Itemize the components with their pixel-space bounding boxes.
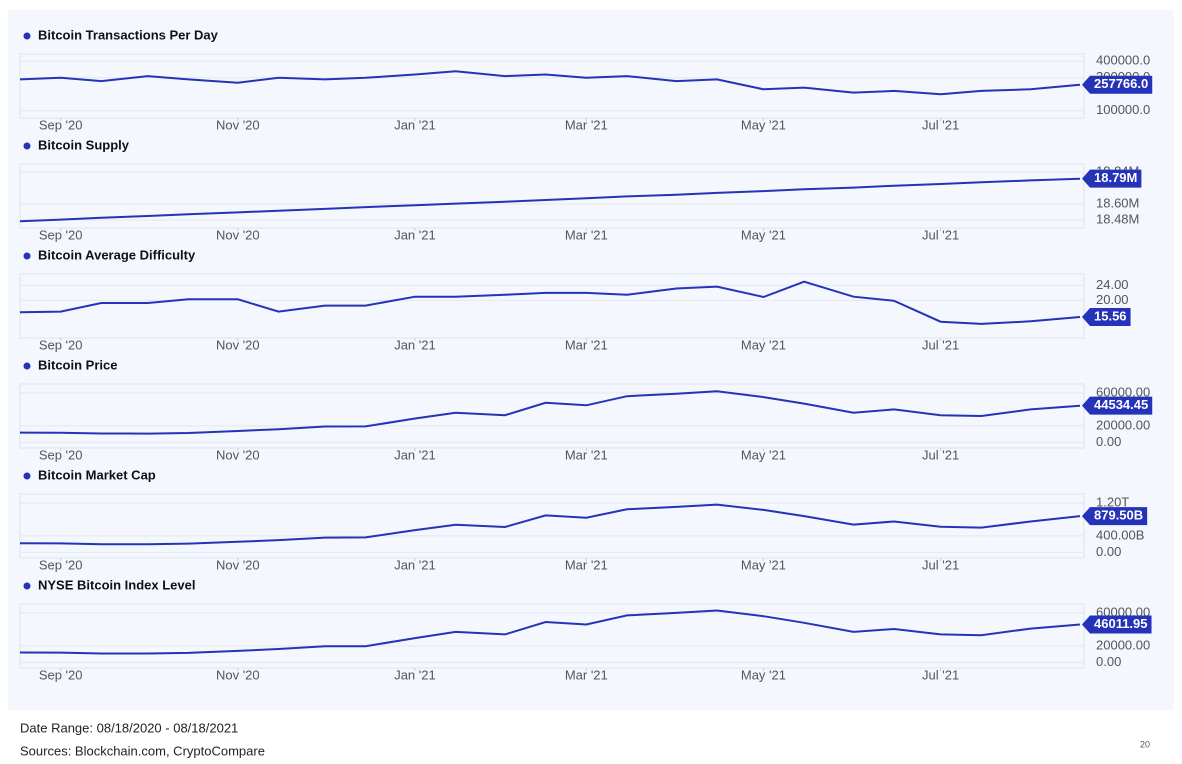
x-tick-label: Jan '21 (394, 117, 436, 132)
data-line (19, 70, 1081, 96)
chart-title: Bitcoin Supply (38, 137, 130, 152)
data-line (19, 609, 1081, 655)
y-tick-label: 20000.00 (1096, 637, 1150, 652)
x-tick-label: Jan '21 (394, 447, 436, 462)
x-tick-label: May '21 (741, 557, 786, 572)
value-badge (1082, 396, 1153, 415)
value-badge (1082, 75, 1153, 94)
chart-title: Bitcoin Transactions Per Day (38, 27, 219, 42)
title-dot (23, 362, 31, 370)
x-tick-label: Nov '20 (216, 667, 260, 682)
title-dot (23, 582, 31, 590)
title-dot (23, 142, 31, 150)
plot-frame (19, 493, 1085, 559)
x-tick-label: Mar '21 (565, 447, 608, 462)
x-tick-label: Nov '20 (216, 337, 260, 352)
y-tick-label: 60000.00 (1096, 384, 1150, 399)
x-tick-label: Jul '21 (922, 337, 959, 352)
x-tick-label: Jul '21 (922, 667, 959, 682)
value-badge-label: 257766.0 (1094, 76, 1148, 91)
title-dot (23, 32, 31, 40)
plot-frame (19, 603, 1085, 669)
x-tick-label: Jan '21 (394, 557, 436, 572)
x-tick-label: Mar '21 (565, 557, 608, 572)
x-tick-label: Mar '21 (565, 667, 608, 682)
x-tick-label: Sep '20 (39, 447, 83, 462)
x-tick-label: Nov '20 (216, 227, 260, 242)
value-badge (1082, 307, 1131, 326)
x-tick-label: Jan '21 (394, 227, 436, 242)
value-badge-label: 879.50B (1094, 508, 1143, 523)
value-badge-label: 15.56 (1094, 308, 1127, 323)
x-tick-label: Mar '21 (565, 227, 608, 242)
plot-frame (19, 383, 1085, 449)
x-tick-label: May '21 (741, 227, 786, 242)
x-tick-label: Sep '20 (39, 117, 83, 132)
x-tick-label: May '21 (741, 337, 786, 352)
x-tick-label: Jan '21 (394, 337, 436, 352)
x-tick-label: Sep '20 (39, 557, 83, 572)
x-tick-label: Jan '21 (394, 667, 436, 682)
chart-title: Bitcoin Average Difficulty (38, 247, 196, 262)
title-dot (23, 252, 31, 260)
value-badge-label: 18.79M (1094, 170, 1137, 185)
x-tick-label: Jul '21 (922, 447, 959, 462)
plot-frame (19, 163, 1085, 229)
x-tick-label: Jul '21 (922, 557, 959, 572)
x-tick-label: Mar '21 (565, 337, 608, 352)
value-badge (1082, 507, 1148, 526)
y-tick-label: 20000.00 (1096, 417, 1150, 432)
y-tick-label: 400.00B (1096, 527, 1144, 542)
x-tick-label: May '21 (741, 667, 786, 682)
data-line (19, 390, 1081, 435)
chart-background (8, 10, 1174, 710)
x-tick-label: Mar '21 (565, 117, 608, 132)
y-tick-label: 1.20T (1096, 494, 1129, 509)
sources: Sources: Blockchain.com, CryptoCompare (20, 743, 265, 758)
y-tick-label: 400000.0 (1096, 53, 1150, 68)
y-tick-label: 20.00 (1096, 292, 1129, 307)
x-tick-label: May '21 (741, 117, 786, 132)
plot-frame (19, 273, 1085, 339)
x-tick-label: May '21 (741, 447, 786, 462)
x-tick-label: Nov '20 (216, 447, 260, 462)
value-badge-label: 44534.45 (1094, 397, 1148, 412)
y-tick-label: 0.00 (1096, 544, 1121, 559)
y-tick-label: 24.00 (1096, 277, 1129, 292)
value-badge (1082, 615, 1152, 634)
chart-title: Bitcoin Price (38, 357, 117, 372)
x-tick-label: Nov '20 (216, 557, 260, 572)
data-line (19, 280, 1081, 325)
chart-title: NYSE Bitcoin Index Level (38, 577, 196, 592)
x-tick-label: Sep '20 (39, 337, 83, 352)
x-tick-label: Jul '21 (922, 117, 959, 132)
x-tick-label: Nov '20 (216, 117, 260, 132)
data-line (19, 503, 1081, 546)
x-tick-label: Sep '20 (39, 667, 83, 682)
page-number: 20 (1140, 739, 1150, 749)
date-range: Date Range: 08/18/2020 - 08/18/2021 (20, 720, 238, 735)
y-tick-label: 100000.0 (1096, 102, 1150, 117)
x-tick-label: Jul '21 (922, 227, 959, 242)
value-badge-label: 46011.95 (1094, 616, 1148, 631)
value-badge (1082, 169, 1142, 188)
title-dot (23, 472, 31, 480)
y-tick-label: 0.00 (1096, 654, 1121, 669)
x-tick-label: Sep '20 (39, 227, 83, 242)
data-line (19, 177, 1081, 223)
chart-title: Bitcoin Market Cap (38, 467, 156, 482)
y-tick-label: 18.48M (1096, 211, 1139, 226)
y-tick-label: 18.60M (1096, 195, 1139, 210)
y-tick-label: 0.00 (1096, 434, 1121, 449)
